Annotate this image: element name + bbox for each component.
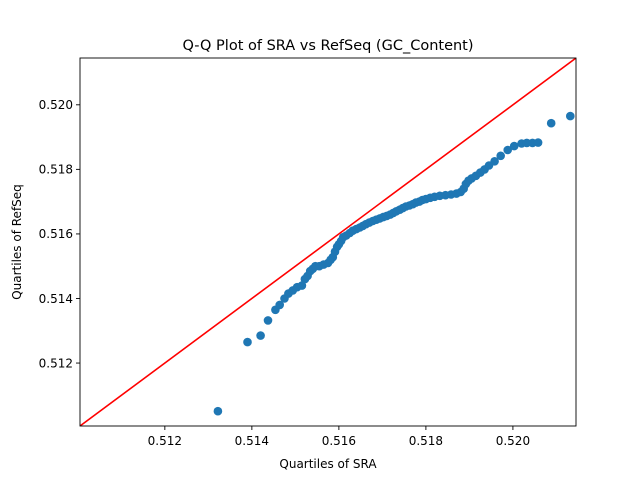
x-tick-label: 0.518 <box>409 434 443 448</box>
plot-content <box>80 58 576 426</box>
plot-area <box>79 57 577 427</box>
x-axis-label: Quartiles of SRA <box>279 457 377 471</box>
data-point <box>496 151 506 161</box>
x-tick-label: 0.514 <box>235 434 269 448</box>
data-point <box>243 337 252 347</box>
y-tick-label: 0.512 <box>39 356 73 370</box>
data-point <box>503 145 512 155</box>
data-point <box>509 141 519 151</box>
y-tick-label: 0.516 <box>39 227 73 241</box>
data-point <box>213 406 223 416</box>
data-point <box>533 138 543 147</box>
data-point <box>263 316 273 325</box>
data-point <box>275 300 285 310</box>
data-point <box>256 331 265 340</box>
y-tick-label: 0.518 <box>39 163 73 177</box>
y-tick-label: 0.514 <box>39 292 73 306</box>
data-point <box>546 118 556 128</box>
chart-title: Q-Q Plot of SRA vs RefSeq (GC_Content) <box>182 38 473 54</box>
x-tick-label: 0.516 <box>322 434 356 448</box>
data-point <box>297 281 307 290</box>
x-tick-label: 0.520 <box>496 434 530 448</box>
data-point <box>566 111 575 121</box>
data-point <box>490 157 499 166</box>
y-axis: 0.512 0.514 0.516 0.518 0.520 <box>39 98 80 370</box>
reference-line <box>80 58 576 426</box>
y-tick-label: 0.520 <box>39 98 73 112</box>
x-tick-label: 0.512 <box>148 434 182 448</box>
y-axis-label: Quartiles of RefSeq <box>10 184 24 300</box>
axes-frame <box>79 57 577 427</box>
x-axis: 0.512 0.514 0.516 0.518 0.520 <box>148 426 530 448</box>
